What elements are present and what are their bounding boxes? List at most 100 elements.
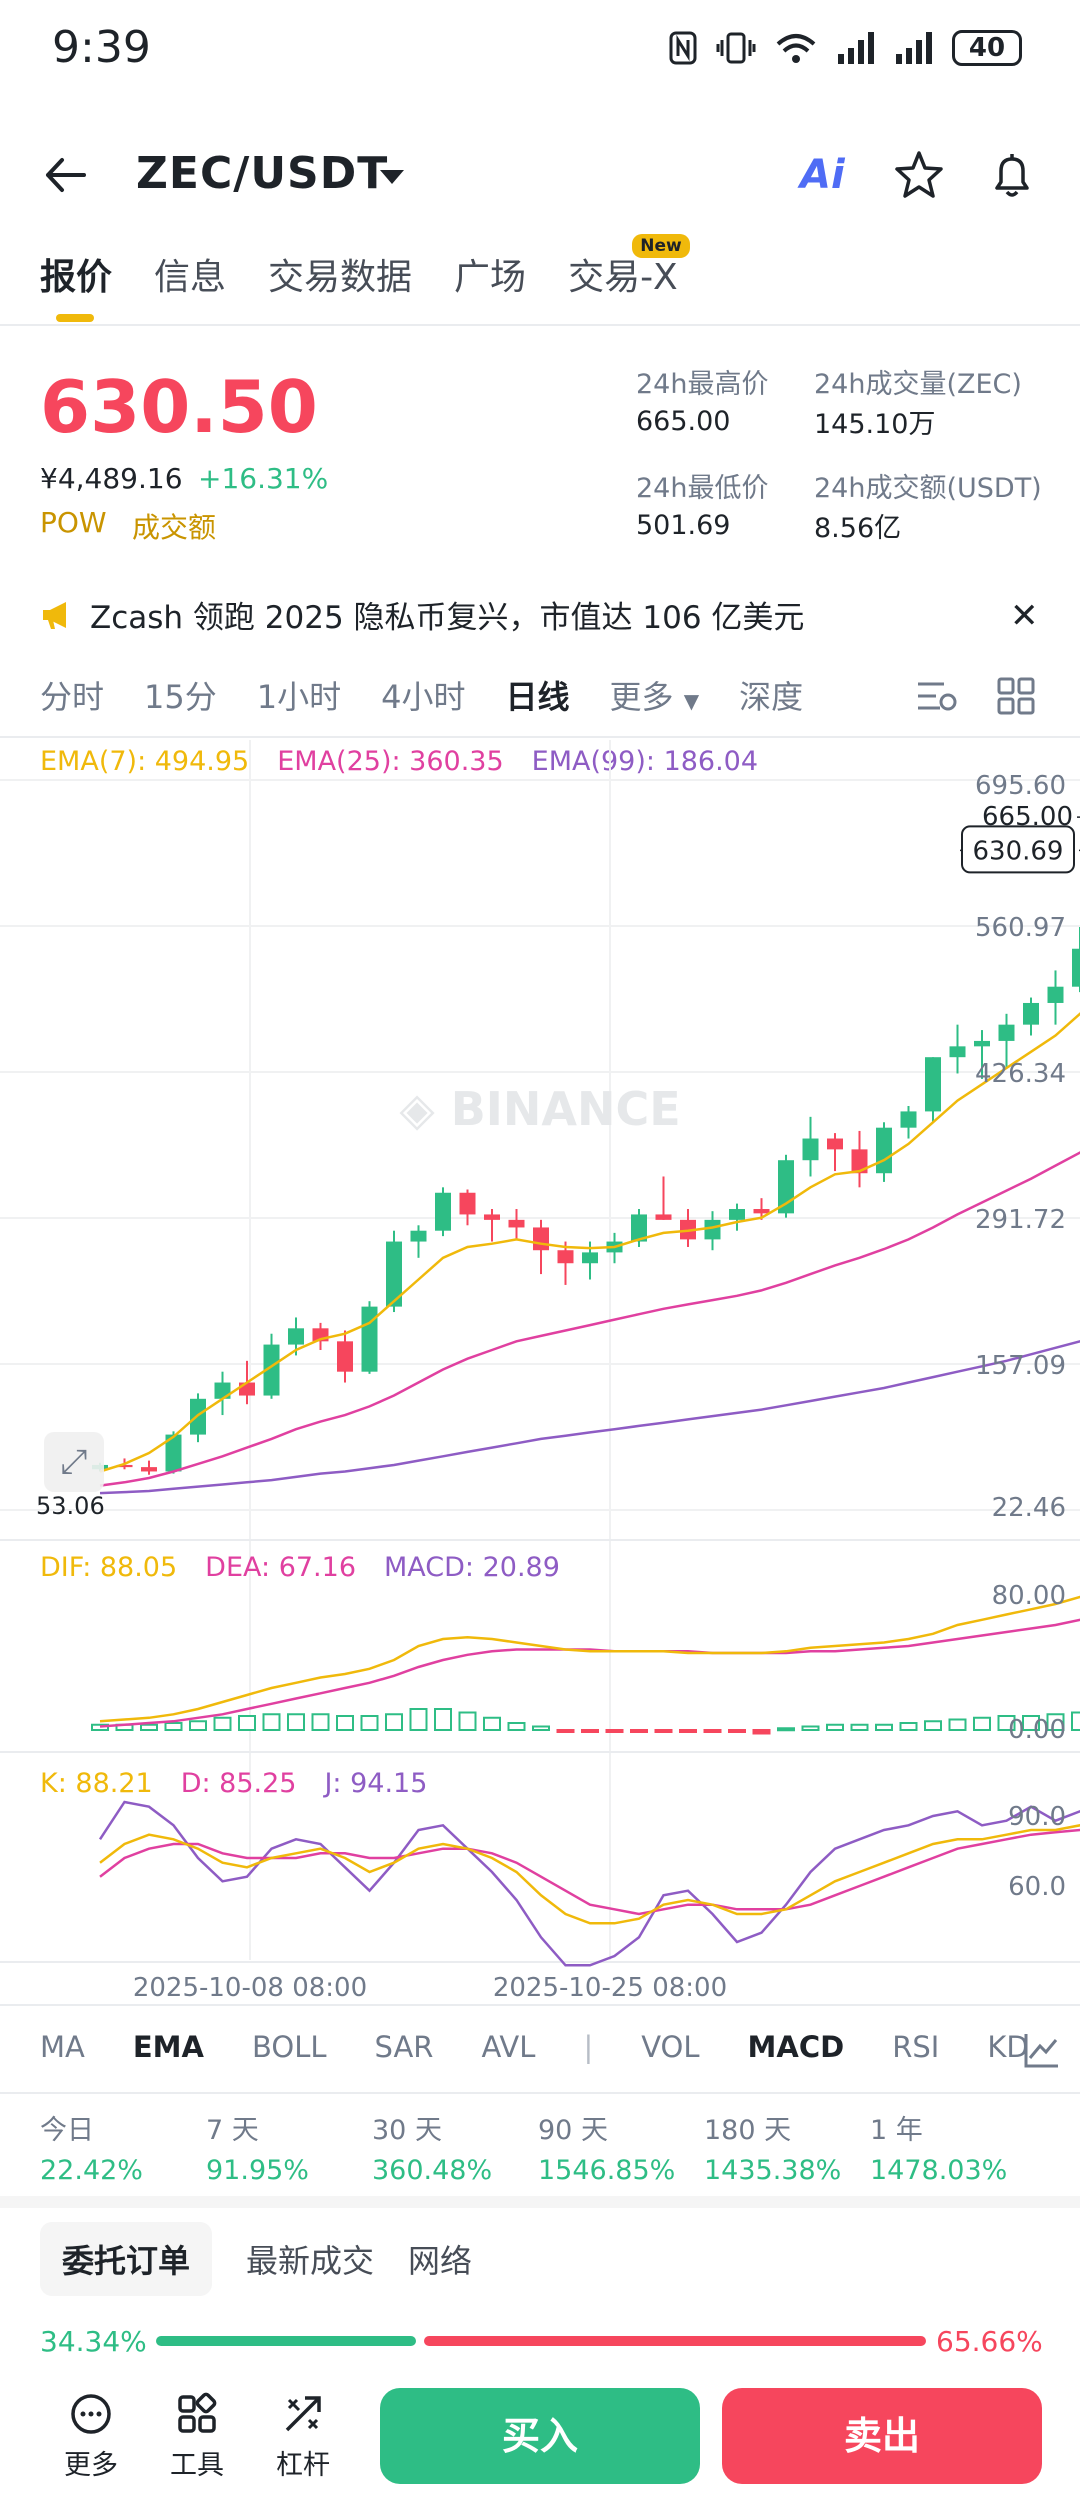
divider [0, 736, 1080, 738]
indicator-vol[interactable]: VOL [641, 2030, 700, 2064]
announcement-banner[interactable]: Zcash 领跑 2025 隐私币复兴，市值达 106 亿美元 [40, 592, 804, 637]
bell-icon[interactable] [985, 148, 1039, 202]
macd-bar [434, 1708, 452, 1731]
perf-today: 今日 22.42% [40, 2108, 206, 2186]
tab-info[interactable]: 信息 [154, 257, 227, 298]
perf-value: 1478.03% [870, 2155, 1008, 2186]
candle-body [974, 1040, 990, 1047]
indicator-ma[interactable]: MA [40, 2030, 85, 2064]
tools-icon [178, 2392, 217, 2433]
tab-recent-trades[interactable]: 最新成交 [246, 2242, 375, 2280]
back-arrow-icon[interactable] [40, 150, 90, 200]
macd-bar [164, 1722, 183, 1731]
amount-label: 24h成交额(USDT) [814, 473, 1042, 504]
last-price-label: 630.69 [973, 836, 1064, 866]
candle-body [704, 1219, 721, 1240]
status-bar: 9:39 40 [0, 0, 1080, 110]
candle-body [459, 1192, 476, 1215]
tab-square[interactable]: 广场 [454, 257, 527, 298]
macd-tick-label: 0.00 [1008, 1715, 1066, 1745]
macd-bar [262, 1713, 281, 1731]
indicator-macd[interactable]: MACD [747, 2030, 845, 2064]
amount-value: 8.56亿 [814, 513, 902, 544]
indicator-kd[interactable]: KD [987, 2030, 1029, 2064]
buy-button[interactable]: 买入 [380, 2388, 700, 2484]
indicator-boll[interactable]: BOLL [251, 2030, 327, 2064]
announcement-text: Zcash 领跑 2025 隐私币复兴，市值达 106 亿美元 [90, 600, 805, 636]
tab-network[interactable]: 网络 [408, 2242, 473, 2280]
header: ZEC/USDT Ai [0, 130, 1080, 230]
candle-body [1023, 1002, 1039, 1025]
tools-button[interactable]: 工具 [162, 2392, 232, 2482]
candle-body [827, 1138, 843, 1150]
candle-body [361, 1306, 378, 1372]
fullscreen-icon[interactable]: ⤢ [44, 1432, 104, 1492]
interval-15m[interactable]: 15分 [144, 678, 217, 716]
perf-90d: 90 天 1546.85% [538, 2108, 704, 2186]
indicator-settings-icon[interactable] [1022, 2030, 1062, 2070]
macd-bar [679, 1729, 697, 1733]
kline-chart[interactable]: ◈ BINANCE 695.60 560.97 426.34 291.72 157.09… [0, 740, 1080, 2000]
candle-body [802, 1138, 819, 1161]
grid-layout-icon[interactable] [996, 676, 1036, 716]
interval-depth[interactable]: 深度 [739, 678, 804, 716]
tab-trading-data[interactable]: 交易数据 [268, 257, 413, 298]
pair-selector[interactable]: ZEC/USDT [136, 148, 389, 199]
tab-quote[interactable]: 报价 [40, 240, 112, 330]
tab-trade-x[interactable]: 交易-X New [568, 234, 690, 330]
consensus-tag[interactable]: POW [40, 506, 107, 539]
y-tick-label: 291.72 [975, 1205, 1066, 1235]
macd-bar [605, 1729, 624, 1733]
tab-order-book[interactable]: 委托订单 [40, 2222, 213, 2296]
more-button[interactable]: 更多 [56, 2392, 126, 2482]
x-tick-label: 2025-10-08 08:00 [133, 1973, 367, 2000]
indicator-ema[interactable]: EMA [132, 2030, 204, 2064]
perf-label: 30 天 [372, 2115, 442, 2146]
ai-icon[interactable]: Ai [800, 152, 845, 198]
macd-bar [752, 1729, 771, 1735]
chevron-down-icon[interactable] [380, 170, 404, 184]
candle-body [582, 1252, 598, 1264]
close-icon[interactable]: ✕ [1010, 596, 1039, 636]
sell-button[interactable]: 卖出 [722, 2388, 1042, 2484]
macd-bar [997, 1715, 1016, 1731]
interval-time[interactable]: 分时 [40, 678, 105, 716]
j-line [98, 1800, 1080, 1967]
chart-settings-icon[interactable] [914, 676, 958, 716]
kdj-tick-label: 60.0 [1008, 1872, 1066, 1902]
perf-label: 1 年 [870, 2115, 923, 2146]
divider [0, 324, 1080, 326]
status-icons: 40 [668, 30, 1022, 66]
vibrate-icon [716, 32, 756, 64]
divider [0, 2092, 1080, 2094]
indicator-sar[interactable]: SAR [374, 2030, 434, 2064]
perf-7d: 7 天 91.95% [206, 2108, 372, 2186]
macd-bar [1046, 1713, 1065, 1731]
indicator-avl[interactable]: AVL [481, 2030, 536, 2064]
high-label: 24h最高价 [636, 369, 769, 400]
interval-more[interactable]: 更多 ▼ [610, 672, 700, 718]
ema25-legend: EMA(25): 360.35 [277, 746, 504, 777]
macd-bar [924, 1720, 942, 1731]
interval-1h[interactable]: 1小时 [256, 678, 342, 716]
dif-line [99, 1595, 1080, 1723]
candle-body [876, 1127, 892, 1174]
battery-indicator: 40 [952, 30, 1022, 66]
candle-body [851, 1149, 868, 1174]
indicator-tabs: MA EMA BOLL SAR AVL | VOL MACD RSI KD [40, 2030, 1029, 2064]
y-tick-label: 22.46 [992, 1493, 1066, 1523]
star-icon[interactable] [892, 148, 946, 202]
y-tick-label: 695.60 [975, 771, 1066, 801]
interval-4h[interactable]: 4小时 [381, 678, 466, 716]
y-tick-label: 426.34 [975, 1059, 1066, 1089]
more-icon [71, 2394, 111, 2434]
turnover-tag[interactable]: 成交额 [132, 511, 217, 544]
interval-1d[interactable]: 日线 [505, 678, 570, 716]
macd-bar [973, 1716, 991, 1731]
candle-body [508, 1219, 525, 1228]
perf-label: 今日 [40, 2115, 94, 2146]
leverage-button[interactable]: 杠杆 [268, 2392, 338, 2482]
perf-1y: 1 年 1478.03% [870, 2108, 1036, 2186]
indicator-rsi[interactable]: RSI [892, 2030, 940, 2064]
ema99-legend: EMA(99): 186.04 [531, 746, 759, 777]
